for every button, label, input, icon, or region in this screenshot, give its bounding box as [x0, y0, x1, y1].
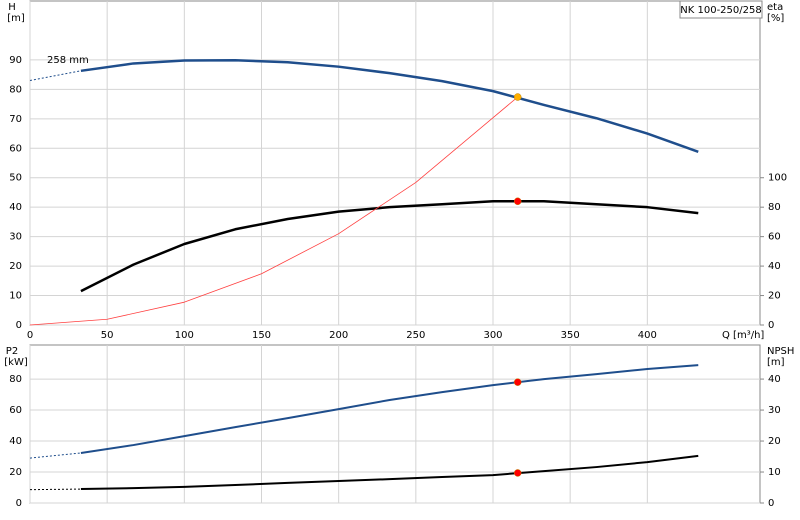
- plot-frame: [29, 0, 761, 326]
- y2-tick-label: 0: [768, 320, 774, 331]
- y-tick-label: 40: [9, 202, 22, 213]
- x-tick-label: 200: [329, 330, 348, 341]
- y-tick-label: 80: [9, 374, 22, 385]
- y2-tick-label: 100: [768, 173, 787, 184]
- y-tick-label: 20: [9, 467, 22, 478]
- y2-tick-label: 80: [768, 202, 781, 213]
- y2-tick-label: 20: [768, 291, 781, 302]
- y2-tick-label: 10: [768, 467, 781, 478]
- x-tick-label: 350: [561, 330, 580, 341]
- x-tick-label: 300: [483, 330, 502, 341]
- y-tick-label: 10: [9, 291, 22, 302]
- y2-axis-unit: [%]: [767, 13, 784, 24]
- y2-tick-label: 30: [768, 405, 781, 416]
- annotation-box-text: NK 100-250/258: [680, 5, 761, 16]
- y2-tick-label: 20: [768, 436, 781, 447]
- y-tick-label: 20: [9, 261, 22, 272]
- y-axis-label: P2: [6, 346, 18, 357]
- x-tick-label: 250: [406, 330, 425, 341]
- duty-point: [513, 469, 522, 477]
- curve: [80, 58, 699, 153]
- duty-point: [513, 378, 522, 386]
- curve: [80, 200, 699, 293]
- y-axis-unit: [kW]: [4, 357, 28, 368]
- y2-tick-label: 0: [768, 498, 774, 509]
- y2-tick-label: 40: [768, 261, 781, 272]
- curve-extrapolation: [29, 488, 81, 491]
- x-tick-label: 100: [175, 330, 194, 341]
- y-tick-label: 50: [9, 173, 22, 184]
- y-tick-label: 0: [16, 320, 22, 331]
- x-tick-label: 0: [27, 330, 33, 341]
- curve: [80, 364, 699, 454]
- curve-extrapolation: [29, 452, 81, 459]
- y-tick-label: 70: [9, 114, 22, 125]
- y-tick-label: 80: [9, 84, 22, 95]
- y-tick-label: 0: [16, 498, 22, 509]
- y-axis-unit: [m]: [7, 13, 25, 24]
- x-axis-label: Q [m³/h]: [722, 330, 764, 341]
- curve-annotation: 258 mm: [47, 55, 89, 66]
- annotation-box: [679, 0, 763, 19]
- x-tick-label: 50: [101, 330, 114, 341]
- curve-extrapolation: [29, 70, 82, 82]
- duty-point: [513, 93, 522, 101]
- curve: [80, 454, 699, 491]
- curve: [29, 96, 518, 326]
- y2-axis-label: eta: [767, 2, 783, 13]
- y-tick-label: 90: [9, 55, 22, 66]
- y-tick-label: 40: [9, 436, 22, 447]
- x-tick-label: 150: [252, 330, 271, 341]
- duty-point: [513, 197, 522, 206]
- y-tick-label: 60: [9, 143, 22, 154]
- y-axis-label: H: [8, 2, 16, 13]
- y2-axis-label: NPSH: [767, 346, 794, 357]
- y-tick-label: 30: [9, 232, 22, 243]
- x-tick-label: 400: [638, 330, 657, 341]
- y-tick-label: 60: [9, 405, 22, 416]
- y2-axis-unit: [m]: [767, 357, 785, 368]
- y2-tick-label: 40: [768, 374, 781, 385]
- y2-tick-label: 60: [768, 232, 781, 243]
